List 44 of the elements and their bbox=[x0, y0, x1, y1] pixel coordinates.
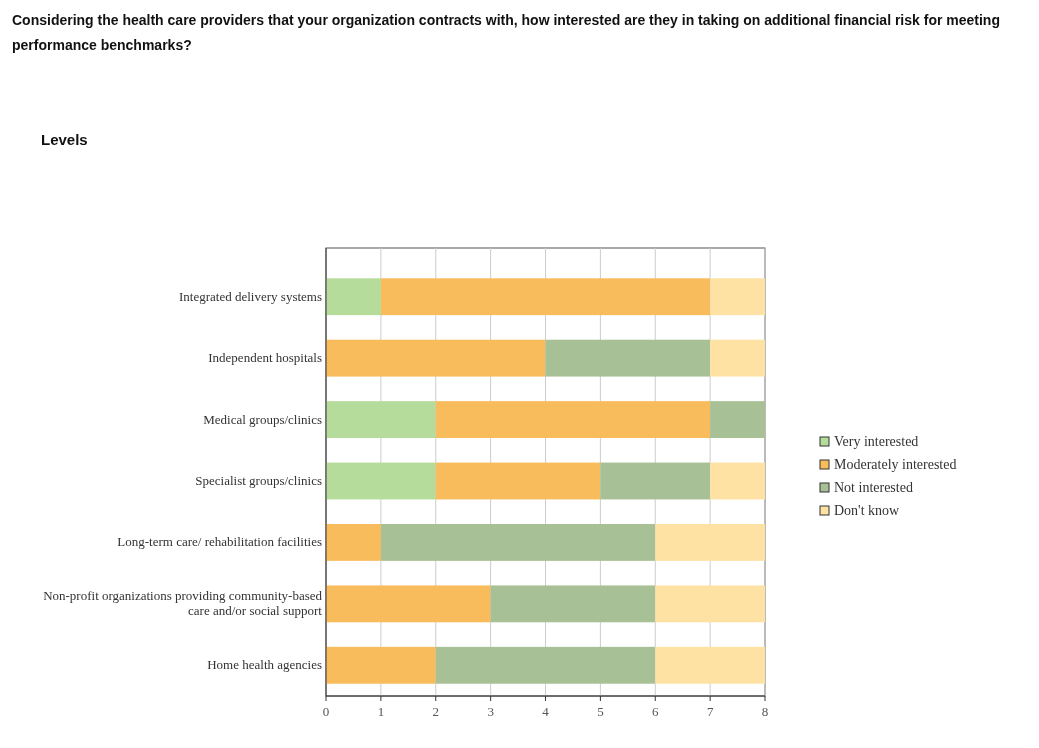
x-tick-label: 7 bbox=[706, 704, 714, 719]
legend-label: Moderately interested bbox=[834, 457, 957, 472]
legend-label: Very interested bbox=[834, 434, 919, 449]
bar bbox=[380, 524, 656, 561]
x-tick-label: 3 bbox=[487, 704, 494, 719]
bar bbox=[326, 462, 436, 500]
x-tick-label: 0 bbox=[322, 704, 330, 719]
chart-title: Considering the health care providers that your organization contracts with, how interested are they in taking on additional financial risk for meeting performance benchmarks? bbox=[12, 12, 1000, 53]
bar bbox=[655, 585, 765, 623]
y-tick-label: Specialist groups/clinics bbox=[195, 473, 322, 488]
bar bbox=[435, 646, 656, 684]
bar bbox=[326, 646, 436, 684]
bar bbox=[545, 339, 711, 377]
bar bbox=[600, 462, 711, 500]
y-tick-label: Integrated delivery systems bbox=[179, 288, 322, 304]
y-tick-label: Home health agencies bbox=[207, 657, 322, 673]
bar bbox=[326, 524, 381, 561]
bar bbox=[655, 646, 765, 684]
x-tick-label: 5 bbox=[597, 704, 604, 719]
bar bbox=[326, 585, 491, 623]
bar bbox=[655, 524, 765, 561]
bar bbox=[326, 278, 381, 316]
y-tick-label: Independent hospitals bbox=[208, 350, 322, 366]
bar bbox=[710, 339, 765, 377]
bar bbox=[710, 278, 765, 316]
y-tick-label: Non-profit organizations providing community-based care and/or social support bbox=[43, 588, 323, 619]
x-tick-label: 6 bbox=[652, 704, 659, 719]
bar bbox=[380, 278, 711, 316]
bar bbox=[326, 401, 436, 438]
x-tick-label: 2 bbox=[432, 704, 439, 719]
legend-label: Don't know bbox=[834, 503, 901, 518]
bar bbox=[435, 401, 711, 438]
bar bbox=[710, 462, 765, 500]
y-tick-label: Long-term care/ rehabilitation facilities bbox=[117, 534, 322, 550]
bar bbox=[710, 401, 765, 438]
bar bbox=[326, 339, 546, 377]
text: Levels bbox=[41, 131, 88, 148]
bar bbox=[490, 585, 656, 623]
legend-label: Not interested bbox=[834, 480, 913, 495]
x-tick-label: 4 bbox=[542, 704, 550, 719]
bar bbox=[435, 462, 601, 500]
y-tick-label: Medical groups/clinics bbox=[203, 411, 322, 427]
x-tick-label: 8 bbox=[761, 704, 769, 719]
x-tick-label: 1 bbox=[377, 704, 385, 719]
